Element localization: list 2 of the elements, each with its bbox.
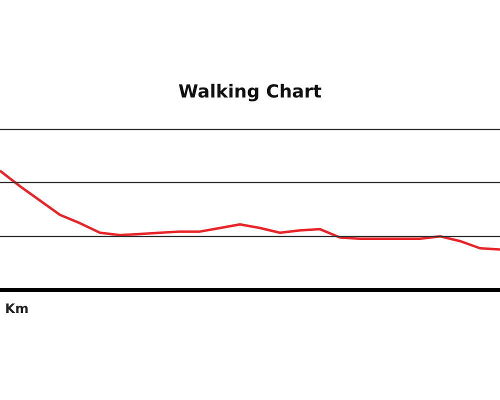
chart-title: Walking Chart (178, 82, 322, 102)
x-axis-title: Km (5, 302, 29, 317)
